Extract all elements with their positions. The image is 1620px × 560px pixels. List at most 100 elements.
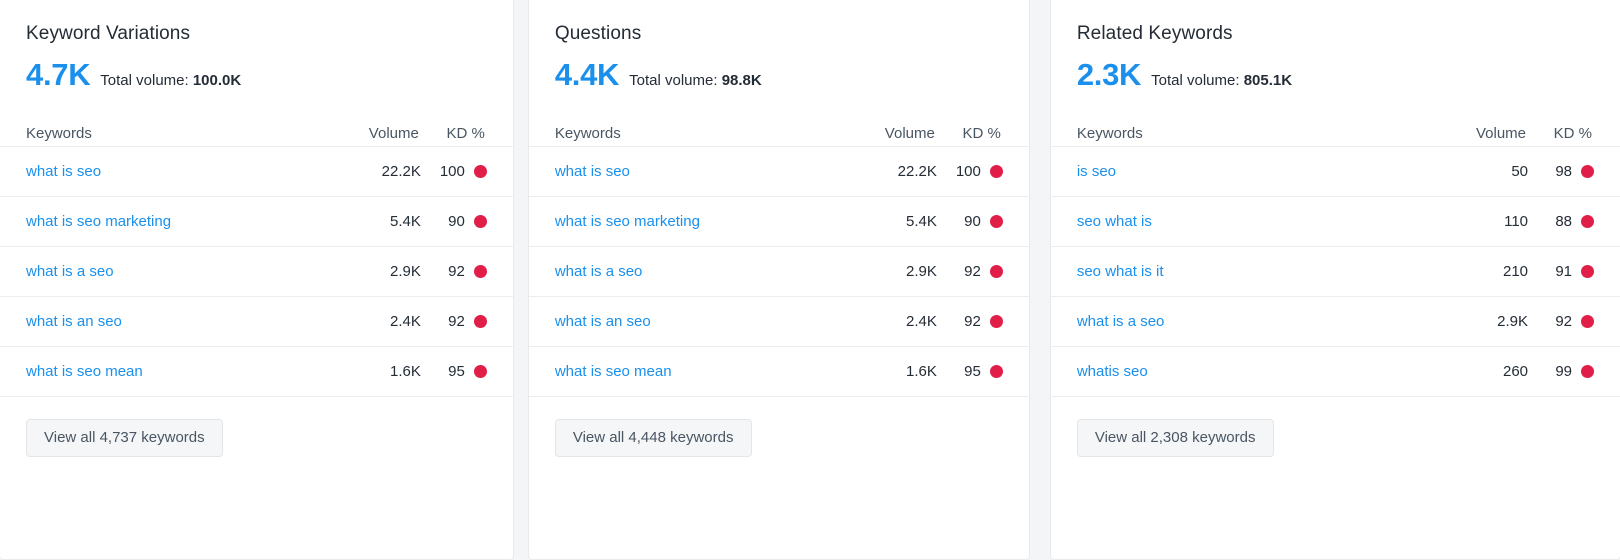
table-row[interactable]: what is seo 22.2K 100 xyxy=(0,146,513,196)
keyword-link[interactable]: seo what is xyxy=(1076,213,1152,230)
kd-cell: 100 xyxy=(421,163,487,180)
keyword-cell: what is seo mean xyxy=(555,363,845,380)
table-row[interactable]: what is a seo 2.9K 92 xyxy=(528,246,1029,296)
kd-cell: 92 xyxy=(937,313,1003,330)
kd-difficulty-dot-icon xyxy=(989,315,1003,328)
volume-cell: 210 xyxy=(1502,263,1529,280)
kd-cell: 92 xyxy=(421,263,487,280)
kd-value: 100 xyxy=(955,163,981,180)
keyword-cell: seo what is it xyxy=(1077,263,1436,280)
kd-difficulty-dot-icon xyxy=(1581,315,1595,328)
kd-difficulty-dot-icon xyxy=(1581,215,1595,228)
table-row[interactable]: seo what is it 210 91 xyxy=(1050,246,1620,296)
volume-cell: 1.6K xyxy=(905,363,937,380)
kd-value: 95 xyxy=(964,363,981,380)
metric-summary: 4.7K Total volume: 100.0K xyxy=(26,58,487,92)
table-row[interactable]: seo what is 110 88 xyxy=(1050,196,1620,246)
kd-difficulty-dot-icon xyxy=(1581,165,1595,178)
volume-cell: 5.4K xyxy=(389,213,421,230)
table-row[interactable]: what is seo mean 1.6K 95 xyxy=(0,346,513,396)
keyword-link[interactable]: what is seo xyxy=(26,163,102,180)
related-keywords-card: Related Keywords 2.3K Total volume: 805.… xyxy=(1049,0,1620,560)
card-title: Related Keywords xyxy=(1076,23,1233,44)
table-row[interactable]: what is seo marketing 5.4K 90 xyxy=(528,196,1029,246)
kd-cell: 100 xyxy=(937,163,1003,180)
kd-cell: 92 xyxy=(937,263,1003,280)
view-all-keywords-button[interactable]: View all 2,308 keywords xyxy=(1076,419,1274,457)
keyword-link[interactable]: what is seo xyxy=(554,163,630,180)
table-row[interactable]: what is a seo 2.9K 92 xyxy=(1050,296,1620,346)
kd-difficulty-dot-icon xyxy=(1581,265,1595,278)
keyword-link[interactable]: what is a seo xyxy=(26,263,114,280)
kd-cell: 90 xyxy=(937,213,1003,230)
kd-cell: 92 xyxy=(1528,313,1595,330)
total-volume-value: 98.8K xyxy=(721,72,762,89)
kd-value: 95 xyxy=(448,363,465,380)
keyword-link[interactable]: seo what is it xyxy=(1076,263,1164,280)
kd-difficulty-dot-icon xyxy=(473,315,487,328)
table-header-row: Keywords Volume KD % xyxy=(0,120,513,146)
keyword-link[interactable]: what is seo marketing xyxy=(554,213,700,230)
table-row[interactable]: what is an seo 2.4K 92 xyxy=(0,296,513,346)
card-header: Related Keywords 2.3K Total volume: 805.… xyxy=(1051,0,1620,92)
card-footer: View all 2,308 keywords xyxy=(1050,396,1620,559)
keywords-table: Keywords Volume KD % is seo 50 98 seo wh… xyxy=(1050,120,1620,396)
column-header-keywords: Keywords xyxy=(1076,124,1143,142)
kd-value: 90 xyxy=(448,213,465,230)
table-row[interactable]: is seo 50 98 xyxy=(1050,146,1620,196)
table-row[interactable]: what is seo marketing 5.4K 90 xyxy=(0,196,513,246)
table-row[interactable]: what is seo 22.2K 100 xyxy=(528,146,1029,196)
kd-value: 98 xyxy=(1555,163,1573,180)
kd-cell: 95 xyxy=(937,363,1003,380)
keywords-table: Keywords Volume KD % what is seo 22.2K 1… xyxy=(528,120,1029,396)
metric-summary: 4.4K Total volume: 98.8K xyxy=(555,58,1003,92)
kd-cell: 90 xyxy=(421,213,487,230)
volume-cell: 2.4K xyxy=(389,313,421,330)
kd-difficulty-dot-icon xyxy=(989,215,1003,228)
kd-value: 99 xyxy=(1555,363,1573,380)
table-row[interactable]: what is a seo 2.9K 92 xyxy=(0,246,513,296)
keyword-link[interactable]: what is an seo xyxy=(26,313,122,330)
volume-cell: 110 xyxy=(1504,213,1529,230)
keyword-variations-card: Keyword Variations 4.7K Total volume: 10… xyxy=(0,0,514,560)
card-header: Keyword Variations 4.7K Total volume: 10… xyxy=(0,0,513,92)
column-header-keywords: Keywords xyxy=(554,124,621,142)
keyword-cell: what is an seo xyxy=(555,313,845,330)
keyword-link[interactable]: what is a seo xyxy=(1076,313,1165,330)
keyword-link[interactable]: is seo xyxy=(1076,163,1117,180)
kd-cell: 98 xyxy=(1528,163,1595,180)
kd-difficulty-dot-icon xyxy=(473,165,487,178)
view-all-keywords-button[interactable]: View all 4,737 keywords xyxy=(26,419,223,457)
keyword-cell: what is seo marketing xyxy=(26,213,329,230)
kd-difficulty-dot-icon xyxy=(473,215,487,228)
table-header-row: Keywords Volume KD % xyxy=(529,120,1029,146)
table-row[interactable]: whatis seo 260 99 xyxy=(1050,346,1620,396)
volume-cell: 22.2K xyxy=(381,163,421,180)
card-header: Questions 4.4K Total volume: 98.8K xyxy=(529,0,1029,92)
card-title: Questions xyxy=(554,23,642,44)
keyword-cell: what is seo mean xyxy=(26,363,329,380)
kd-cell: 99 xyxy=(1528,363,1595,380)
kd-difficulty-dot-icon xyxy=(989,365,1003,378)
keyword-link[interactable]: whatis seo xyxy=(1076,363,1148,380)
kd-value: 92 xyxy=(1555,313,1573,330)
table-row[interactable]: what is seo mean 1.6K 95 xyxy=(528,346,1029,396)
kd-value: 92 xyxy=(448,263,465,280)
kd-value: 92 xyxy=(964,313,981,330)
card-footer: View all 4,737 keywords xyxy=(0,396,513,559)
kd-difficulty-dot-icon xyxy=(1581,365,1595,378)
metric-summary: 2.3K Total volume: 805.1K xyxy=(1077,58,1594,92)
keyword-link[interactable]: what is seo mean xyxy=(26,363,143,380)
keyword-cell: what is a seo xyxy=(26,263,329,280)
keyword-link[interactable]: what is a seo xyxy=(554,263,643,280)
keywords-table: Keywords Volume KD % what is seo 22.2K 1… xyxy=(0,120,513,396)
keyword-count: 4.7K xyxy=(26,57,91,92)
keyword-link[interactable]: what is seo mean xyxy=(554,363,672,380)
keyword-link[interactable]: what is an seo xyxy=(554,313,651,330)
total-volume-label: Total volume: xyxy=(1151,72,1240,89)
table-row[interactable]: what is an seo 2.4K 92 xyxy=(528,296,1029,346)
keyword-cell: what is a seo xyxy=(555,263,845,280)
view-all-keywords-button[interactable]: View all 4,448 keywords xyxy=(554,419,752,457)
keyword-link[interactable]: what is seo marketing xyxy=(26,213,172,230)
